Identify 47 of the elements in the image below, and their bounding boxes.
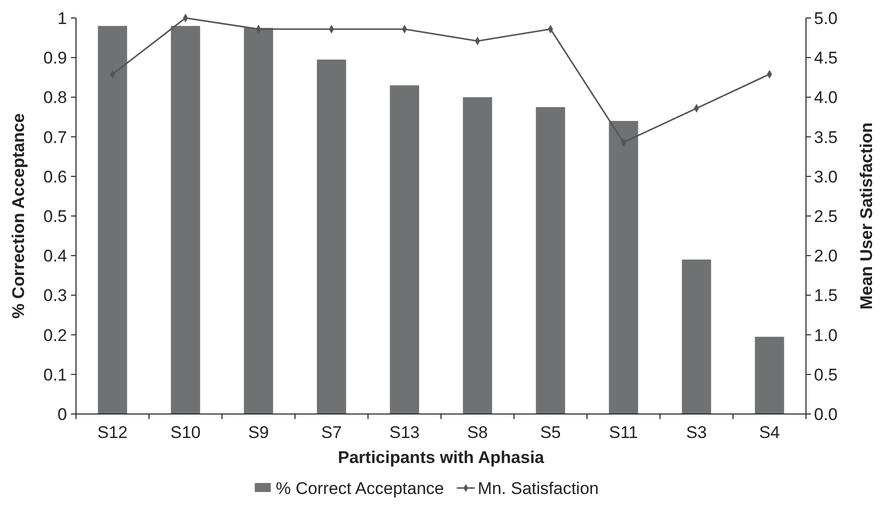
y-tick-label: 0	[58, 404, 67, 424]
y2-tick-label: 1.5	[814, 286, 838, 306]
y2-tick-label: 1.0	[814, 326, 838, 345]
y-tick-label: 0.6	[43, 167, 67, 186]
y-tick-label: 0.4	[43, 246, 67, 266]
y2-tick-label: 2.5	[814, 206, 838, 226]
legend-label: Mn. Satisfaction	[478, 478, 599, 498]
bar	[244, 28, 274, 414]
x-tick-label: S12	[97, 423, 128, 442]
y-tick-label: 0.3	[43, 286, 67, 306]
y2-tick-label: 0.0	[814, 404, 838, 424]
bar	[682, 260, 712, 414]
y-tick-label: 1	[58, 8, 67, 28]
bar	[536, 107, 566, 414]
bar	[462, 97, 492, 414]
x-axis-title: Participants with Aphasia	[338, 448, 545, 467]
x-tick-label: S9	[248, 423, 269, 442]
bar	[390, 85, 420, 414]
y2-tick-label: 4.5	[814, 48, 838, 68]
bar	[98, 26, 128, 414]
x-tick-label: S3	[686, 423, 707, 442]
y-axis-title: % Correction Acceptance	[8, 113, 28, 319]
y-tick-label: 0.2	[43, 326, 67, 345]
y2-tick-label: 3.5	[814, 128, 838, 147]
x-tick-label: S8	[467, 423, 488, 442]
x-tick-label: S11	[609, 423, 638, 442]
y-tick-label: 0.9	[43, 48, 67, 68]
y2-tick-label: 5.0	[814, 8, 838, 28]
bar	[608, 120, 638, 414]
x-tick-label: S13	[389, 423, 420, 442]
y-tick-label: 0.5	[43, 206, 67, 226]
y-tick-label: 0.7	[43, 128, 67, 147]
x-tick-label: S10	[170, 423, 201, 442]
y2-tick-label: 0.5	[814, 365, 838, 384]
x-tick-label: S4	[759, 423, 780, 442]
y-tick-label: 0.1	[43, 365, 67, 384]
x-tick-label: S5	[540, 423, 561, 442]
y2-tick-label: 3.0	[814, 167, 838, 186]
y2-axis-title: Mean User Satisfaction	[856, 122, 876, 310]
legend-label: % Correct Acceptance	[276, 478, 444, 498]
y2-tick-label: 4.0	[814, 88, 838, 108]
bar	[170, 26, 200, 414]
x-tick-label: S7	[321, 423, 342, 442]
y-tick-label: 0.8	[43, 88, 67, 108]
bar	[316, 60, 346, 414]
y2-tick-label: 2.0	[814, 246, 838, 266]
bar	[754, 336, 784, 414]
